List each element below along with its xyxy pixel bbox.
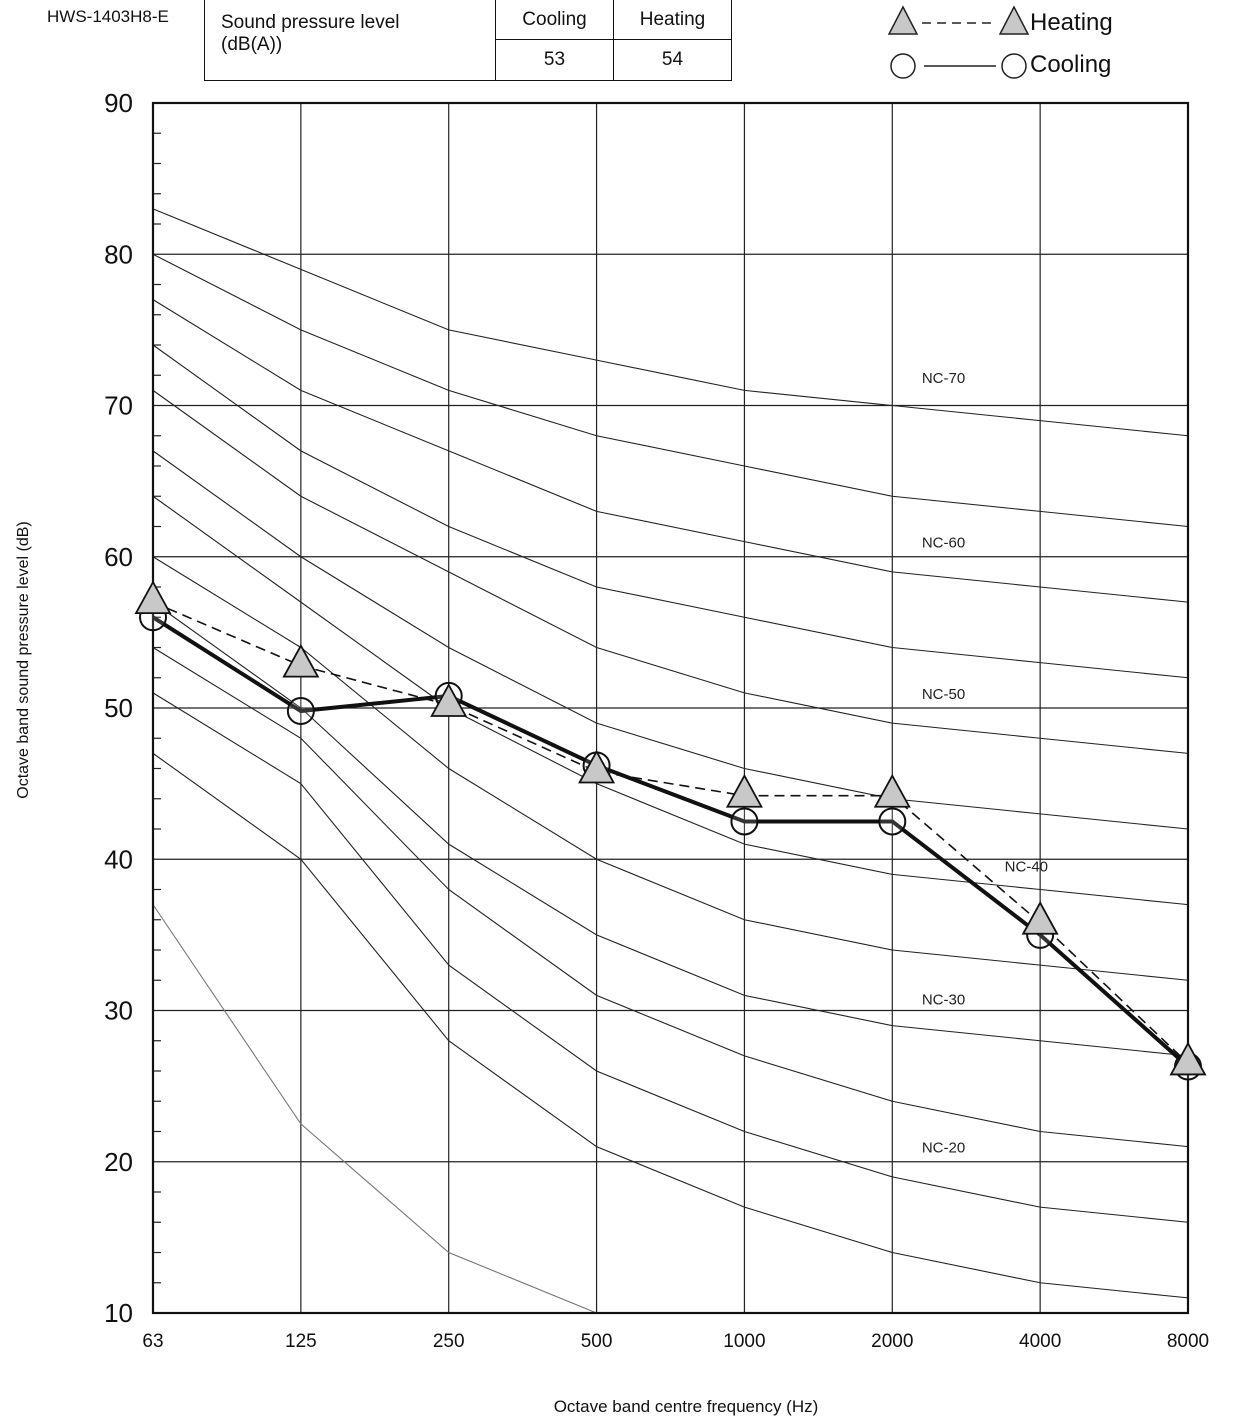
spl-label-line1: Sound pressure level xyxy=(221,12,400,33)
x-tick-label: 8000 xyxy=(1167,1331,1209,1352)
cooling-value: 53 xyxy=(495,39,614,81)
legend-heating-triangle-icon-2 xyxy=(998,5,1030,35)
heating-point-250 xyxy=(430,683,468,717)
legend-cooling-circle-icon-2 xyxy=(1001,53,1027,79)
legend-symbols xyxy=(887,5,1030,79)
x-tick-label: 1000 xyxy=(723,1331,765,1352)
x-tick-label: 125 xyxy=(285,1331,317,1352)
model-number: HWS-1403H8-E xyxy=(47,7,169,26)
y-tick-label: 50 xyxy=(104,693,133,723)
cooling-point-125 xyxy=(286,697,315,726)
spl-label-cell: Sound pressure level (dB(A)) xyxy=(204,0,496,81)
x-tick-label: 63 xyxy=(142,1331,163,1352)
x-axis-title: Octave band centre frequency (Hz) xyxy=(553,1397,819,1416)
y-tick-label: 70 xyxy=(104,391,133,421)
cooling-point-1000 xyxy=(730,807,759,836)
nc-label-nc-20: NC-20 xyxy=(922,1140,965,1157)
heating-value: 54 xyxy=(613,39,732,81)
cooling-point-2000 xyxy=(878,807,907,836)
legend-heating-triangle-icon xyxy=(887,5,919,35)
y-tick-label: 80 xyxy=(104,239,133,269)
nc-label-nc-70: NC-70 xyxy=(922,370,965,387)
cooling-header: Cooling xyxy=(495,0,614,41)
heating-series-line xyxy=(152,601,1189,1065)
nc-curve-nc-70 xyxy=(152,208,1189,437)
cooling-series-line xyxy=(151,615,1190,1068)
nc-curve-nc-50 xyxy=(152,389,1189,754)
y-tick-label: 20 xyxy=(104,1147,133,1177)
y-tick-label: 10 xyxy=(104,1298,133,1328)
x-tick-label: 500 xyxy=(581,1331,613,1352)
chart-legend: Heating Cooling xyxy=(884,3,1134,83)
y-tick-label: 30 xyxy=(104,996,133,1026)
nc-curve-12 xyxy=(152,904,597,1314)
heating-point-500 xyxy=(578,749,616,784)
heating-header: Heating xyxy=(613,0,732,41)
nc-curve-11 xyxy=(152,752,1189,1299)
legend-heating-label: Heating xyxy=(1030,9,1113,36)
nc-curve-nc-20 xyxy=(152,692,1189,1223)
legend-cooling-label: Cooling xyxy=(1030,51,1112,78)
y-tick-label: 90 xyxy=(104,88,133,118)
heating-point-4000 xyxy=(1021,900,1059,935)
nc-curve-5 xyxy=(152,450,1189,830)
legend-cooling-circle-icon xyxy=(890,53,916,79)
nc-label-nc-40: NC-40 xyxy=(1005,858,1048,875)
nc-label-nc-30: NC-30 xyxy=(922,991,965,1008)
nc-curve-nc-60 xyxy=(152,299,1189,603)
heating-point-63 xyxy=(134,580,172,615)
x-tick-label: 250 xyxy=(433,1331,465,1352)
spl-label-line2: (dB(A)) xyxy=(221,34,283,55)
y-tick-label: 60 xyxy=(104,542,133,572)
heating-point-2000 xyxy=(873,773,911,808)
nc-curve-1 xyxy=(152,253,1189,528)
nc-label-nc-50: NC-50 xyxy=(922,686,965,703)
nc-label-nc-60: NC-60 xyxy=(922,535,965,552)
nc-curve-nc-40 xyxy=(152,495,1189,906)
x-tick-label: 2000 xyxy=(871,1331,913,1352)
heating-point-8000 xyxy=(1169,1041,1207,1076)
heating-point-1000 xyxy=(725,773,763,808)
x-tick-label: 4000 xyxy=(1019,1331,1061,1352)
nc-curve-3 xyxy=(152,344,1189,679)
plot-frame xyxy=(151,101,1190,1315)
nc-curve-9 xyxy=(152,647,1189,1148)
nc-curve-7 xyxy=(152,556,1189,981)
sound-pressure-table: Sound pressure level (dB(A)) Cooling Hea… xyxy=(204,0,732,81)
nc-curve-nc-30 xyxy=(152,601,1189,1057)
heating-point-125 xyxy=(282,643,320,678)
y-tick-label: 40 xyxy=(104,844,133,874)
y-axis-title: Octave band sound pressure level (dB) xyxy=(15,521,32,799)
